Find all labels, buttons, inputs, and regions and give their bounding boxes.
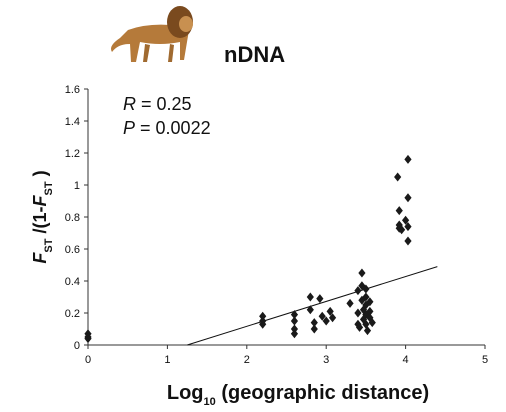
point: [290, 324, 299, 334]
x-tick-label: 5: [482, 354, 488, 366]
x-tick-label: 0: [85, 354, 91, 366]
label-subscript: 10: [204, 396, 216, 408]
point: [362, 300, 370, 310]
point: [354, 286, 362, 296]
point: [366, 306, 374, 316]
label-subscript: ST: [43, 238, 55, 252]
annotation-symbol: R: [123, 94, 136, 114]
point: [326, 306, 334, 316]
point: [328, 313, 337, 323]
annotation-symbol: P: [123, 118, 135, 138]
point: [354, 308, 362, 318]
y-tick-label: 0.2: [65, 308, 80, 320]
x-tick-label: 4: [403, 354, 409, 366]
label-part: F: [30, 252, 50, 264]
x-axis-label: Log10 (geographic distance): [167, 382, 429, 408]
annotation-text: = 0.0022: [135, 118, 211, 138]
point: [395, 223, 403, 233]
annotation: P = 0.0022: [123, 118, 211, 138]
point: [318, 311, 326, 321]
lion-illustration: [111, 6, 193, 63]
y-axis-label: FST /(1-FST ): [30, 170, 55, 263]
label-part: /(1-: [30, 206, 50, 238]
point: [259, 319, 267, 329]
point: [316, 294, 324, 304]
label-part: (geographic distance): [216, 382, 429, 404]
point: [362, 284, 370, 294]
point: [290, 310, 299, 320]
label-part: Log: [167, 382, 204, 404]
point: [362, 292, 370, 302]
point: [259, 311, 267, 321]
point: [310, 324, 318, 334]
point: [394, 172, 402, 182]
x-tick-label: 1: [164, 354, 170, 366]
label-part: ): [30, 170, 50, 181]
point: [404, 236, 412, 246]
trend-line: [187, 266, 438, 346]
point: [363, 326, 372, 336]
annotation: R = 0.25: [123, 94, 192, 114]
chart-title: nDNA: [224, 42, 285, 67]
x-tick-label: 3: [323, 354, 329, 366]
point: [366, 297, 374, 307]
point: [404, 193, 412, 203]
point: [368, 318, 376, 328]
y-tick-label: 0: [74, 340, 80, 352]
point: [362, 310, 370, 320]
point: [404, 222, 412, 232]
x-tick-label: 2: [244, 354, 250, 366]
point: [355, 322, 364, 332]
point: [306, 305, 314, 315]
y-tick-label: 1.6: [65, 84, 80, 96]
point: [346, 298, 354, 308]
point: [310, 318, 318, 328]
point: [290, 329, 299, 339]
point: [358, 268, 366, 278]
y-tick-label: 1: [74, 180, 80, 192]
point: [402, 215, 410, 225]
point: [404, 154, 412, 164]
label-part: F: [30, 194, 50, 206]
y-tick-label: 1.4: [65, 116, 80, 128]
point: [322, 316, 330, 326]
point: [84, 334, 92, 344]
y-tick-label: 0.8: [65, 212, 80, 224]
label-subscript: ST: [43, 181, 55, 195]
point: [398, 225, 406, 235]
point: [290, 316, 299, 326]
point: [362, 319, 370, 329]
annotation-text: = 0.25: [136, 94, 192, 114]
y-tick-label: 0.6: [65, 244, 80, 256]
point: [354, 319, 362, 329]
point: [306, 292, 314, 302]
y-tick-label: 0.4: [65, 276, 80, 288]
y-tick-label: 1.2: [65, 148, 80, 160]
point: [395, 206, 403, 216]
